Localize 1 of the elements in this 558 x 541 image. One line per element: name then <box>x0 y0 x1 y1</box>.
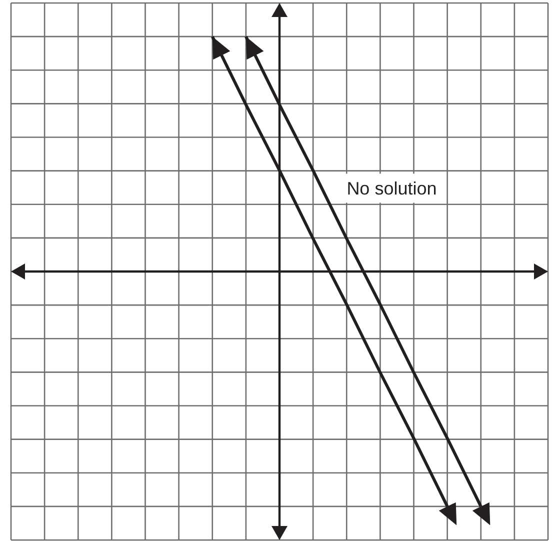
annotation: No solution <box>346 178 437 199</box>
